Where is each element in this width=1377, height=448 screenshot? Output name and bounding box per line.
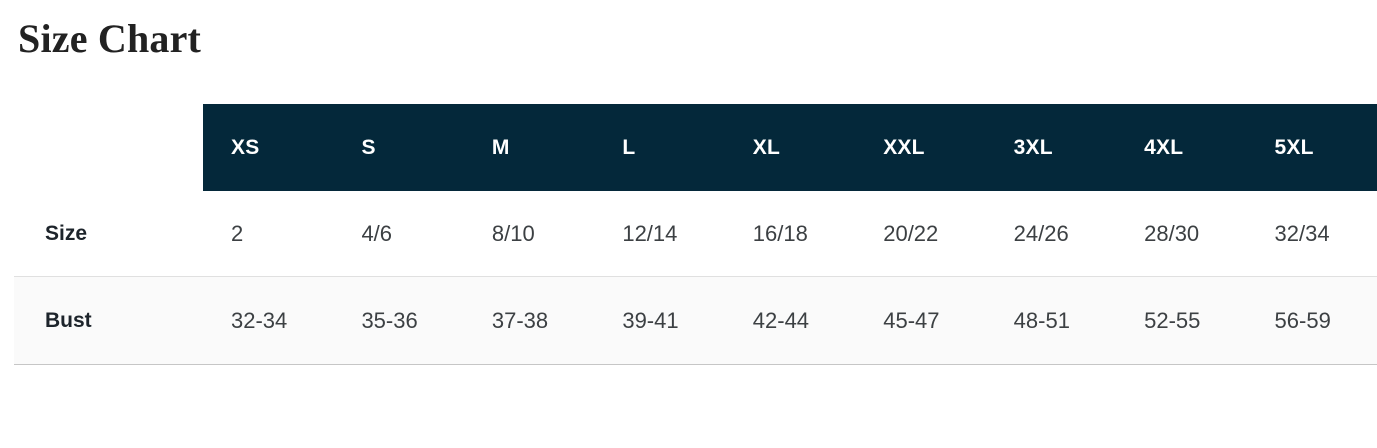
header-cell-l: L [594, 104, 725, 191]
header-cell-3xl: 3XL [985, 104, 1117, 191]
page-title: Size Chart [18, 16, 202, 61]
size-value-3xl: 24/26 [1013, 220, 1069, 246]
size-chart-header-row: XS S M L XL XXL 3XL 4XL 5XL [14, 104, 1377, 191]
bust-value-xxl: 45-47 [883, 307, 940, 333]
size-value-4xl: 28/30 [1144, 220, 1200, 246]
size-value-m: 8/10 [491, 220, 535, 246]
header-spacer-cell [14, 104, 203, 191]
header-cell-xxl: XXL [855, 104, 986, 191]
table-row-size: Size 2 4/6 8/10 12/14 16/18 20/22 24/26 … [14, 191, 1377, 276]
header-cell-m: M [463, 104, 595, 191]
header-cell-xs: XS [203, 104, 334, 191]
bust-value-xl: 42-44 [752, 307, 810, 333]
size-value-5xl: 32/34 [1274, 220, 1330, 246]
table-row-bust: Bust 32-34 35-36 37-38 39-41 42-44 45-47… [14, 276, 1377, 365]
bust-value-m: 37-38 [491, 307, 549, 333]
header-cell-5xl: 5XL [1246, 104, 1377, 191]
bust-value-xs: 32-34 [231, 307, 288, 333]
header-cell-xl: XL [724, 104, 856, 191]
bust-value-5xl: 56-59 [1274, 307, 1331, 333]
bust-value-l: 39-41 [622, 307, 679, 333]
size-value-xl: 16/18 [752, 220, 808, 246]
bust-value-3xl: 48-51 [1013, 307, 1070, 333]
size-value-xxl: 20/22 [883, 220, 939, 246]
size-chart-table: XS S M L XL XXL 3XL 4XL 5XL Size 2 4/6 8… [14, 104, 1377, 365]
header-cell-4xl: 4XL [1116, 104, 1247, 191]
bust-value-4xl: 52-55 [1144, 307, 1201, 333]
row-label-size: Size [45, 221, 88, 245]
size-value-l: 12/14 [622, 220, 678, 246]
row-label-bust: Bust [45, 308, 92, 332]
bust-value-s: 35-36 [361, 307, 418, 333]
size-value-s: 4/6 [361, 220, 393, 246]
size-value-xs: 2 [231, 220, 244, 246]
header-cell-s: S [333, 104, 464, 191]
